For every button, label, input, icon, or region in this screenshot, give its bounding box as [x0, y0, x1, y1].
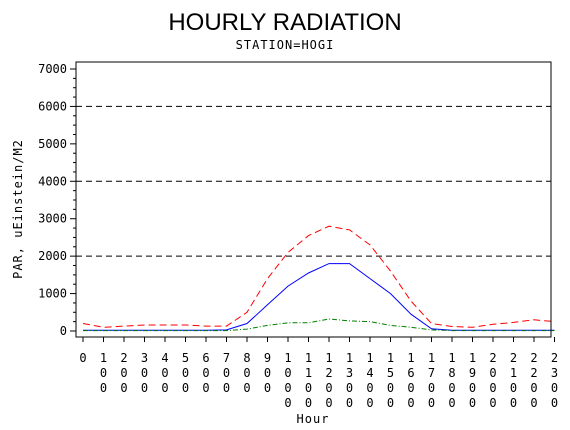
- reference-lines: [76, 105, 551, 257]
- y-axis-label: PAR, uEinstein/M2: [11, 139, 25, 279]
- series-line-3: [83, 318, 555, 332]
- y-tick-label: 6000: [38, 99, 67, 113]
- chart-title: HOURLY RADIATION: [168, 9, 401, 36]
- y-tick-label: 1000: [38, 287, 67, 301]
- chart-subtitle: STATION=HOGI: [236, 38, 335, 52]
- y-tick-label: 0: [60, 324, 67, 338]
- y-tick-label: 7000: [38, 62, 67, 76]
- series-line-1: [82, 225, 555, 328]
- y-tick-label: 2000: [38, 249, 67, 263]
- series-line-2: [83, 263, 555, 331]
- y-tick-label: 5000: [38, 137, 67, 151]
- y-tick-label: 3000: [38, 212, 67, 226]
- y-axis: 0 1000 2000 3000 4000 5000 6000 7000: [38, 62, 76, 338]
- y-tick-label: 4000: [38, 174, 67, 188]
- plot-frame: [75, 61, 552, 338]
- x-axis-label: Hour: [297, 412, 330, 426]
- series-lines: [82, 225, 555, 332]
- x-axis: 0 1 0 0 2 0 0 3 0 0 4 0 0 5 0 0 6 0 0 7 0 0 8 0 0 9 0 0 1 0 0 0 1 1 0 0 1 2 0 0…: [79, 337, 558, 410]
- x-tick-label: 0: [79, 351, 86, 365]
